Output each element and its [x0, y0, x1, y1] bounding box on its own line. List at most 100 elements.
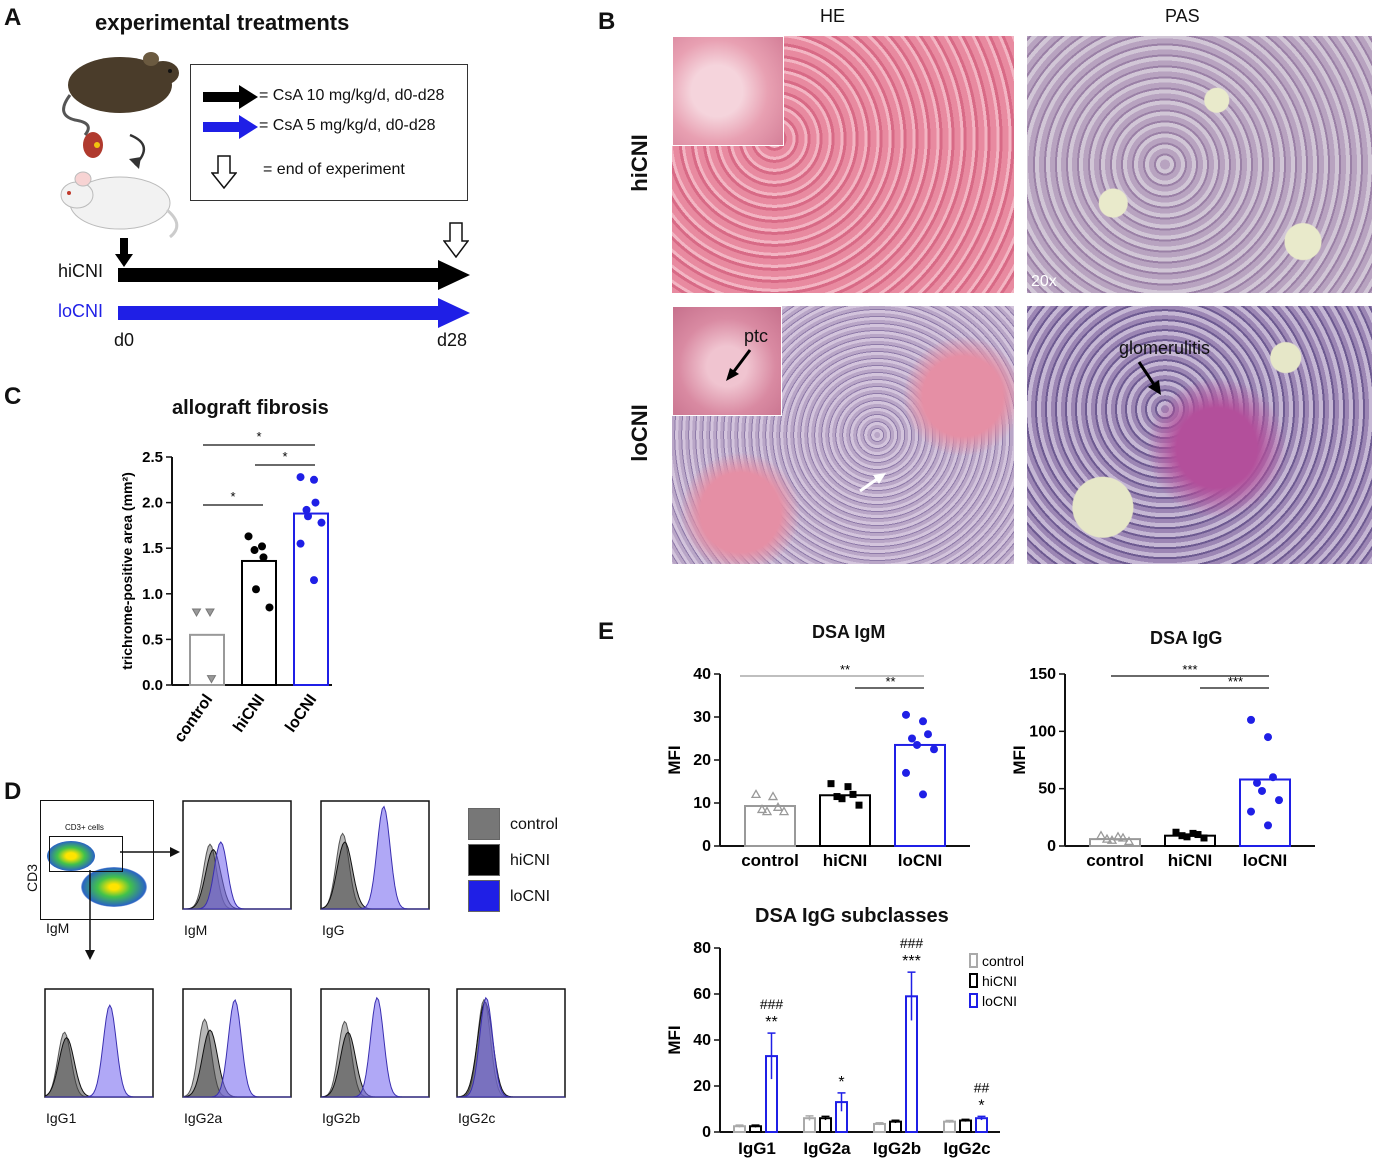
y-axis-label: MFI	[1010, 745, 1029, 774]
data-point	[206, 675, 217, 684]
data-point	[833, 793, 841, 801]
y-tick-label: 20	[693, 1078, 711, 1095]
significance-marker: *	[282, 449, 287, 464]
data-point	[296, 539, 305, 548]
data-point	[302, 505, 311, 514]
chart-fibrosis-title: allograft fibrosis	[172, 397, 329, 419]
y-tick-label: 0.0	[142, 677, 163, 694]
data-point	[844, 783, 852, 791]
ptc-arrow-icon	[726, 349, 752, 381]
y-axis-label: trichrome-positive area (mm²)	[119, 472, 135, 670]
data-point	[317, 518, 326, 527]
legend-swatch-control	[468, 808, 500, 840]
histogram-locni	[183, 998, 291, 1098]
panel-label-c: C	[4, 383, 22, 410]
y-tick-label: 40	[693, 1032, 711, 1049]
y-tick-label: 20	[693, 752, 711, 769]
legend-swatch	[969, 973, 978, 988]
significance-marker: **	[840, 662, 850, 677]
data-point	[205, 608, 215, 618]
data-point	[310, 475, 318, 484]
data-point	[244, 532, 253, 541]
bar	[819, 1117, 832, 1133]
data-point	[756, 804, 768, 814]
histogram-igg1-label: IgG1	[46, 1110, 77, 1126]
micrograph-he-locni: ptc	[672, 306, 1014, 564]
legend-hicni-text: = CsA 10 mg/kg/d, d0-d28	[259, 87, 445, 104]
bar	[889, 1120, 902, 1133]
data-point	[304, 512, 312, 521]
panel-label-b: B	[598, 8, 616, 35]
x-tick-label: control	[1086, 851, 1144, 870]
significance-marker: ###	[900, 935, 924, 951]
significance-marker: ***	[902, 953, 921, 970]
data-point	[902, 710, 910, 719]
legend-label: hiCNI	[982, 973, 1017, 989]
y-tick-label: 0	[1047, 838, 1056, 855]
bar	[975, 1117, 988, 1133]
significance-marker: ##	[974, 1079, 990, 1095]
panel-a-title: experimental treatments	[95, 10, 350, 35]
y-tick-label: 150	[1029, 666, 1056, 683]
data-point	[855, 801, 863, 809]
magnification-label: 20x	[1031, 273, 1057, 290]
flow-dotplot: CD3+ cells	[40, 800, 154, 920]
x-tick-label: IgG2a	[803, 1139, 851, 1158]
y-tick-label: 30	[693, 709, 711, 726]
bar	[241, 559, 277, 686]
histogram-igg	[320, 800, 430, 910]
data-point	[902, 768, 910, 777]
data-point	[1247, 807, 1255, 816]
bar	[873, 1122, 886, 1133]
data-point	[310, 576, 318, 585]
panel-label-d: D	[4, 778, 22, 805]
chart-dsa-igg-subclasses: 0 20 40 60 80 MFI ** ### IgG1 * IgG2a *** ### IgG2b * #…	[665, 935, 1024, 1158]
data-point	[1269, 773, 1277, 782]
bar	[943, 1120, 956, 1133]
data-point	[252, 585, 260, 594]
data-point	[1112, 831, 1124, 841]
timeline-locni-arrow	[118, 298, 470, 328]
group-label-hicni: hiCNI	[58, 261, 104, 281]
data-point	[1264, 821, 1272, 830]
treatment-legend: = CsA 10 mg/kg/d, d0-d28 = CsA 5 mg/kg/d…	[190, 64, 468, 201]
y-axis-label: MFI	[665, 1025, 684, 1054]
histogram-igg2b	[320, 988, 430, 1098]
data-point	[1178, 832, 1186, 840]
gate-box	[49, 836, 123, 872]
data-point	[1275, 796, 1283, 805]
panel-label-a: A	[4, 4, 22, 31]
x-tick-label: hiCNI	[1168, 851, 1212, 870]
glomerulitis-arrow-icon	[1137, 361, 1161, 395]
bar	[1239, 778, 1291, 847]
data-point	[296, 473, 305, 482]
data-point	[930, 745, 938, 754]
y-tick-label: 100	[1029, 723, 1056, 740]
bar	[189, 633, 225, 686]
histogram-locni	[456, 996, 565, 1098]
timeline-start-label: d0	[114, 330, 135, 350]
cluster-upper	[47, 841, 95, 871]
inset-he-hicni	[672, 36, 784, 146]
y-tick-label: 10	[693, 795, 711, 812]
y-axis-label: MFI	[665, 745, 684, 774]
histogram-locni	[321, 805, 429, 910]
micrograph-pas-hicni: 20x	[1027, 36, 1372, 293]
significance-marker: *	[978, 1097, 984, 1114]
x-tick-label: IgG1	[738, 1139, 776, 1158]
data-point	[1095, 830, 1107, 840]
x-tick-label: IgG2b	[873, 1139, 921, 1158]
legend-label: loCNI	[982, 993, 1017, 1009]
arrow-blue-icon	[203, 115, 258, 139]
gate-arrow-right-icon	[120, 847, 180, 857]
data-point	[265, 603, 274, 612]
chart-subclasses-title: DSA IgG subclasses	[755, 905, 949, 927]
histogram-igm-label: IgM	[184, 922, 208, 938]
y-tick-label: 80	[693, 940, 711, 957]
chart-allograft-fibrosis: 0.0 0.5 1.0 1.5 2.0 2.5 trichrome-positive are…	[119, 429, 332, 746]
down-arrow-start-icon	[115, 238, 133, 267]
x-tick-label: loCNI	[282, 692, 320, 736]
data-point	[1123, 836, 1135, 846]
mouse-illustration	[60, 52, 179, 239]
significance-marker: ###	[760, 996, 784, 1012]
